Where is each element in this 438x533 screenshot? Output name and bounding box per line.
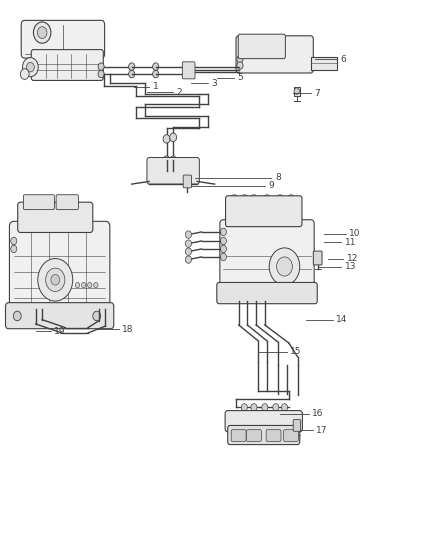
Circle shape — [60, 201, 68, 212]
Text: 1: 1 — [152, 82, 159, 91]
FancyBboxPatch shape — [31, 50, 103, 80]
Circle shape — [94, 282, 98, 288]
FancyBboxPatch shape — [18, 202, 93, 232]
Circle shape — [11, 237, 17, 245]
Text: 19: 19 — [54, 327, 66, 336]
Circle shape — [287, 195, 295, 205]
Circle shape — [273, 403, 279, 411]
Circle shape — [220, 253, 226, 261]
Text: 16: 16 — [312, 409, 324, 418]
Circle shape — [185, 240, 191, 247]
FancyBboxPatch shape — [226, 196, 302, 227]
Circle shape — [277, 257, 292, 276]
FancyBboxPatch shape — [56, 195, 78, 209]
Circle shape — [294, 88, 299, 94]
FancyBboxPatch shape — [231, 430, 246, 441]
FancyBboxPatch shape — [247, 430, 261, 441]
Circle shape — [33, 22, 51, 43]
Text: 17: 17 — [316, 426, 328, 435]
Circle shape — [152, 70, 159, 78]
Circle shape — [237, 62, 243, 69]
Circle shape — [251, 403, 257, 411]
Circle shape — [262, 403, 268, 411]
Circle shape — [276, 195, 285, 205]
Circle shape — [22, 58, 38, 77]
Circle shape — [129, 63, 135, 70]
Circle shape — [73, 201, 81, 212]
Circle shape — [51, 274, 60, 285]
FancyBboxPatch shape — [21, 20, 105, 58]
Circle shape — [33, 201, 42, 212]
Circle shape — [220, 228, 226, 236]
Text: 2: 2 — [177, 87, 182, 96]
Text: 8: 8 — [275, 173, 281, 182]
Polygon shape — [311, 56, 337, 70]
Circle shape — [269, 248, 300, 285]
FancyBboxPatch shape — [23, 195, 54, 209]
Text: 10: 10 — [349, 229, 360, 238]
FancyBboxPatch shape — [313, 251, 322, 265]
Circle shape — [237, 55, 243, 63]
Circle shape — [81, 282, 86, 288]
Text: 7: 7 — [314, 88, 320, 98]
Text: 18: 18 — [122, 325, 134, 334]
FancyBboxPatch shape — [266, 430, 281, 441]
Text: 15: 15 — [290, 347, 302, 356]
Circle shape — [20, 69, 29, 79]
Circle shape — [98, 70, 104, 78]
Circle shape — [44, 201, 53, 212]
Circle shape — [240, 195, 249, 205]
Circle shape — [263, 195, 272, 205]
Circle shape — [185, 231, 191, 238]
Circle shape — [241, 403, 247, 411]
Text: 13: 13 — [345, 262, 356, 271]
Circle shape — [163, 135, 170, 143]
Text: 9: 9 — [268, 181, 274, 190]
FancyBboxPatch shape — [182, 62, 195, 79]
Text: 12: 12 — [347, 254, 358, 263]
Text: 11: 11 — [345, 238, 356, 247]
Circle shape — [220, 237, 226, 245]
FancyBboxPatch shape — [217, 282, 317, 304]
FancyBboxPatch shape — [236, 36, 313, 73]
Circle shape — [98, 63, 104, 70]
Circle shape — [220, 245, 226, 253]
Circle shape — [282, 403, 288, 411]
Circle shape — [22, 201, 31, 212]
FancyBboxPatch shape — [147, 158, 199, 184]
FancyBboxPatch shape — [228, 425, 300, 445]
Text: 5: 5 — [238, 73, 244, 82]
Text: 3: 3 — [212, 78, 217, 87]
FancyBboxPatch shape — [6, 303, 114, 329]
Circle shape — [26, 62, 34, 72]
Circle shape — [170, 156, 177, 165]
Circle shape — [11, 245, 17, 253]
Circle shape — [152, 63, 159, 70]
Circle shape — [230, 195, 239, 205]
Circle shape — [46, 268, 65, 292]
Text: 6: 6 — [340, 55, 346, 63]
FancyBboxPatch shape — [293, 419, 300, 431]
Polygon shape — [294, 87, 300, 96]
Circle shape — [129, 70, 135, 78]
Circle shape — [185, 248, 191, 255]
Circle shape — [13, 311, 21, 321]
FancyBboxPatch shape — [183, 175, 191, 188]
Circle shape — [75, 282, 80, 288]
Circle shape — [38, 259, 73, 301]
Circle shape — [88, 282, 92, 288]
FancyBboxPatch shape — [220, 220, 314, 292]
Text: 14: 14 — [336, 315, 347, 324]
Circle shape — [170, 133, 177, 142]
FancyBboxPatch shape — [284, 430, 298, 441]
Circle shape — [185, 256, 191, 263]
FancyBboxPatch shape — [10, 221, 110, 314]
FancyBboxPatch shape — [238, 34, 286, 59]
Circle shape — [93, 311, 101, 321]
Circle shape — [37, 27, 47, 38]
FancyBboxPatch shape — [225, 410, 302, 432]
Circle shape — [163, 156, 170, 165]
Circle shape — [250, 195, 258, 205]
